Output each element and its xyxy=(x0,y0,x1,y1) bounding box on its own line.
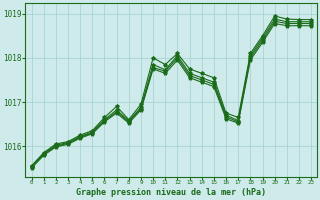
X-axis label: Graphe pression niveau de la mer (hPa): Graphe pression niveau de la mer (hPa) xyxy=(76,188,266,197)
